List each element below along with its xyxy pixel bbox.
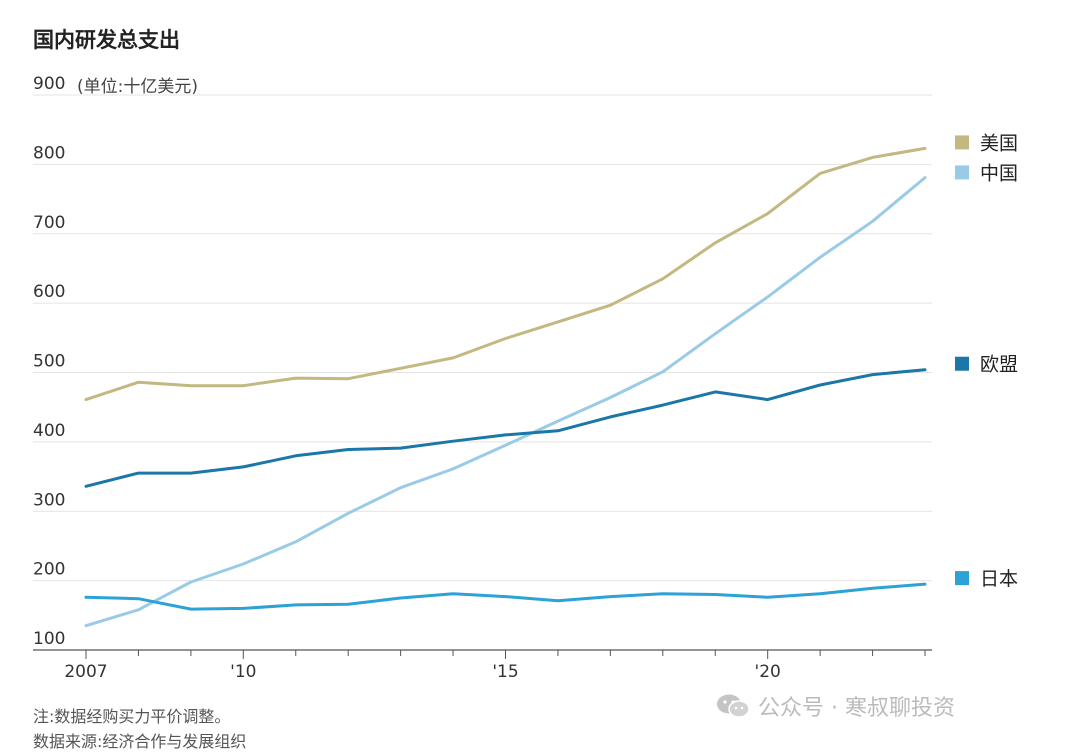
y-tick-label: 400: [33, 421, 65, 441]
y-tick-label: 700: [33, 213, 65, 233]
y-axis-unit-label: (单位:十亿美元): [77, 77, 198, 97]
y-tick-label: 500: [33, 352, 65, 372]
legend-label: 欧盟: [980, 354, 1018, 376]
source-note: 数据来源:经济合作与发展组织: [33, 732, 247, 751]
series-line: [84, 146, 927, 402]
legend-label: 美国: [980, 132, 1018, 154]
chart-title: 国内研发总支出: [33, 28, 180, 52]
x-tick-label: '20: [755, 662, 781, 682]
legend-swatch: [955, 571, 969, 586]
y-tick-label: 100: [33, 629, 65, 649]
y-tick-label: 200: [33, 560, 65, 580]
gridlines: [33, 94, 932, 582]
legend-swatch: [955, 135, 969, 150]
y-tick-label: 300: [33, 490, 65, 510]
legend-label: 日本: [980, 568, 1018, 590]
series-line: [84, 176, 927, 628]
series-line: [84, 368, 927, 488]
y-tick-label: 800: [33, 143, 65, 163]
x-tick-label: '10: [230, 662, 256, 682]
x-tick-label: 2007: [64, 662, 107, 682]
wechat-icon: [717, 694, 750, 718]
y-tick-label: 900: [33, 74, 65, 94]
legend-label: 中国: [980, 162, 1018, 184]
legend-swatch: [955, 165, 969, 180]
series-lines: [84, 146, 927, 628]
legend-swatch: [955, 356, 969, 371]
watermark-text: 公众号 · 寒叔聊投资: [758, 696, 955, 721]
watermark: 公众号 · 寒叔聊投资: [716, 690, 955, 722]
series-line: [84, 582, 927, 611]
x-tick-label: '15: [492, 662, 518, 682]
y-axis-ticks: 100 200 300 400 500 600 700 800 900: [33, 74, 65, 649]
y-tick-label: 600: [33, 282, 65, 302]
footnote: 注:数据经购买力平价调整。: [33, 707, 231, 726]
x-axis: 2007 '10 '15 '20: [33, 649, 932, 682]
